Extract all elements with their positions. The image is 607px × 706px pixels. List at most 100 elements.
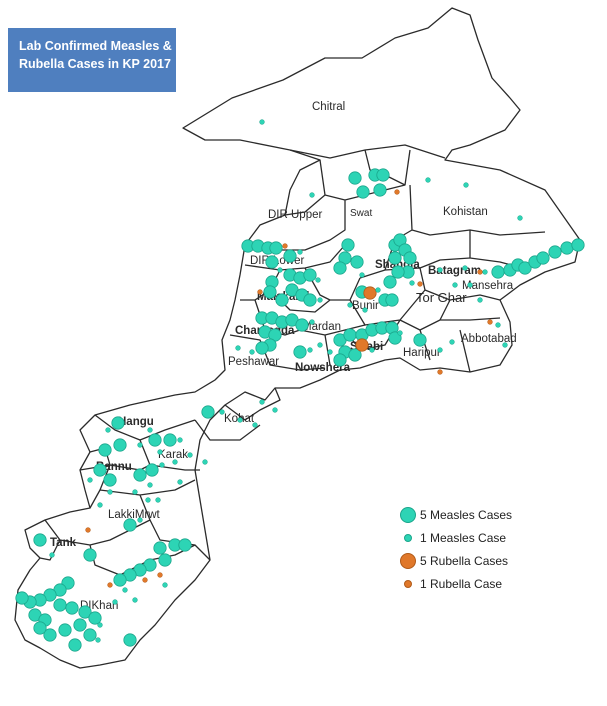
- label-hangu: Hangu: [118, 416, 154, 428]
- measles-5-case-marker: [93, 463, 107, 477]
- measles-5-case-marker: [413, 333, 427, 347]
- measles-5-symbol: [400, 506, 416, 523]
- label-buner: Bunir: [352, 300, 379, 312]
- measles-1-case-marker: [259, 119, 265, 125]
- measles-1-case-marker: [87, 477, 93, 483]
- measles-1-case-marker: [49, 552, 55, 558]
- legend-item-measles-1: 1 Measles Case: [396, 526, 556, 549]
- measles-5-case-marker: [123, 633, 137, 647]
- measles-1-case-marker: [517, 215, 523, 221]
- measles-1-case-marker: [327, 349, 333, 355]
- legend-item-measles-5: 5 Measles Cases: [396, 503, 556, 526]
- rubella-5-case-marker: [363, 286, 377, 300]
- label-tank: Tank: [50, 537, 77, 549]
- measles-5-case-marker: [65, 601, 79, 615]
- measles-1-case-marker: [147, 427, 153, 433]
- measles-1-case-marker: [297, 249, 303, 255]
- measles-5-case-marker: [133, 468, 147, 482]
- measles-5-case-marker: [571, 238, 585, 252]
- measles-1-case-marker: [132, 597, 138, 603]
- case-markers: [15, 119, 585, 652]
- measles-5-case-marker: [275, 293, 289, 307]
- rubella-1-case-marker: [477, 269, 483, 275]
- measles-5-case-marker: [153, 541, 167, 555]
- measles-1-case-marker: [105, 427, 111, 433]
- measles-1-case-marker: [369, 347, 375, 353]
- measles-5-case-marker: [113, 573, 127, 587]
- rubella-1-case-marker: [107, 582, 113, 588]
- measles-5-case-marker: [73, 618, 87, 632]
- measles-5-case-marker: [58, 623, 72, 637]
- rubella-1-case-marker: [142, 577, 148, 583]
- label-tor-ghar: Tor Ghar: [416, 290, 467, 305]
- district-labels: Chitral DIR Upper Swat Kohistan DIR Lowe…: [50, 101, 517, 612]
- measles-5-case-marker: [158, 553, 172, 567]
- map-title: Lab Confirmed Measles & Rubella Cases in…: [8, 28, 176, 92]
- measles-1-case-marker: [97, 622, 103, 628]
- rubella-5-symbol: [400, 552, 416, 569]
- rubella-1-case-marker: [257, 289, 263, 295]
- map-title-line-1: Lab Confirmed Measles &: [19, 39, 172, 53]
- measles-1-case-marker: [97, 502, 103, 508]
- measles-5-case-marker: [385, 293, 399, 307]
- legend-label: 5 Measles Cases: [420, 507, 513, 522]
- measles-5-case-marker: [348, 171, 362, 185]
- label-karak: Karak: [158, 449, 188, 461]
- measles-5-case-marker: [388, 331, 402, 345]
- measles-1-case-marker: [502, 342, 508, 348]
- measles-1-case-marker: [309, 192, 315, 198]
- measles-1-case-marker: [249, 349, 255, 355]
- measles-1-case-marker: [147, 482, 153, 488]
- measles-5-case-marker: [33, 621, 47, 635]
- label-abbottabad: Abbotabad: [461, 333, 517, 345]
- measles-5-case-marker: [560, 241, 574, 255]
- measles-5-case-marker: [303, 293, 317, 307]
- rubella-1-case-marker: [394, 189, 400, 195]
- measles-1-case-marker: [307, 347, 313, 353]
- measles-1-case-marker: [452, 282, 458, 288]
- measles-5-case-marker: [388, 251, 402, 265]
- measles-5-case-marker: [350, 255, 364, 269]
- measles-5-case-marker: [145, 463, 159, 477]
- measles-5-case-marker: [293, 345, 307, 359]
- measles-1-case-marker: [462, 265, 468, 271]
- measles-1-case-marker: [315, 277, 321, 283]
- measles-1-case-marker: [219, 409, 225, 415]
- measles-5-case-marker: [33, 533, 47, 547]
- measles-5-case-marker: [491, 265, 505, 279]
- label-dir-upper: DIR Upper: [268, 209, 322, 221]
- measles-1-case-marker: [235, 345, 241, 351]
- measles-1-case-marker: [177, 479, 183, 485]
- measles-5-case-marker: [333, 261, 347, 275]
- measles-5-case-marker: [148, 433, 162, 447]
- measles-5-case-marker: [303, 268, 317, 282]
- legend-label: 5 Rubella Cases: [420, 553, 509, 568]
- label-lakki-marwat: LakkiMrwt: [108, 509, 161, 521]
- measles-5-case-marker: [403, 251, 417, 265]
- measles-1-case-marker: [317, 297, 323, 303]
- measles-5-case-marker: [15, 591, 29, 605]
- label-haripur: Haripur: [403, 347, 441, 359]
- measles-5-case-marker: [263, 285, 277, 299]
- measles-1-case-marker: [252, 422, 258, 428]
- measles-1-case-marker: [187, 452, 193, 458]
- kp-outline: [14, 7, 581, 669]
- measles-1-case-marker: [137, 517, 143, 523]
- label-swat: Swat: [350, 208, 372, 219]
- measles-1-case-marker: [202, 459, 208, 465]
- measles-1-case-marker: [347, 302, 353, 308]
- measles-5-case-marker: [43, 628, 57, 642]
- measles-5-case-marker: [356, 185, 370, 199]
- label-kohistan: Kohistan: [443, 206, 488, 218]
- rubella-1-case-marker: [487, 319, 493, 325]
- measles-5-case-marker: [123, 518, 137, 532]
- measles-5-case-marker: [265, 255, 279, 269]
- measles-1-case-marker: [172, 459, 178, 465]
- measles-5-case-marker: [53, 598, 67, 612]
- measles-1-case-marker: [177, 437, 183, 443]
- measles-5-case-marker: [536, 251, 550, 265]
- measles-1-case-marker: [397, 330, 403, 336]
- measles-1-case-marker: [437, 267, 443, 273]
